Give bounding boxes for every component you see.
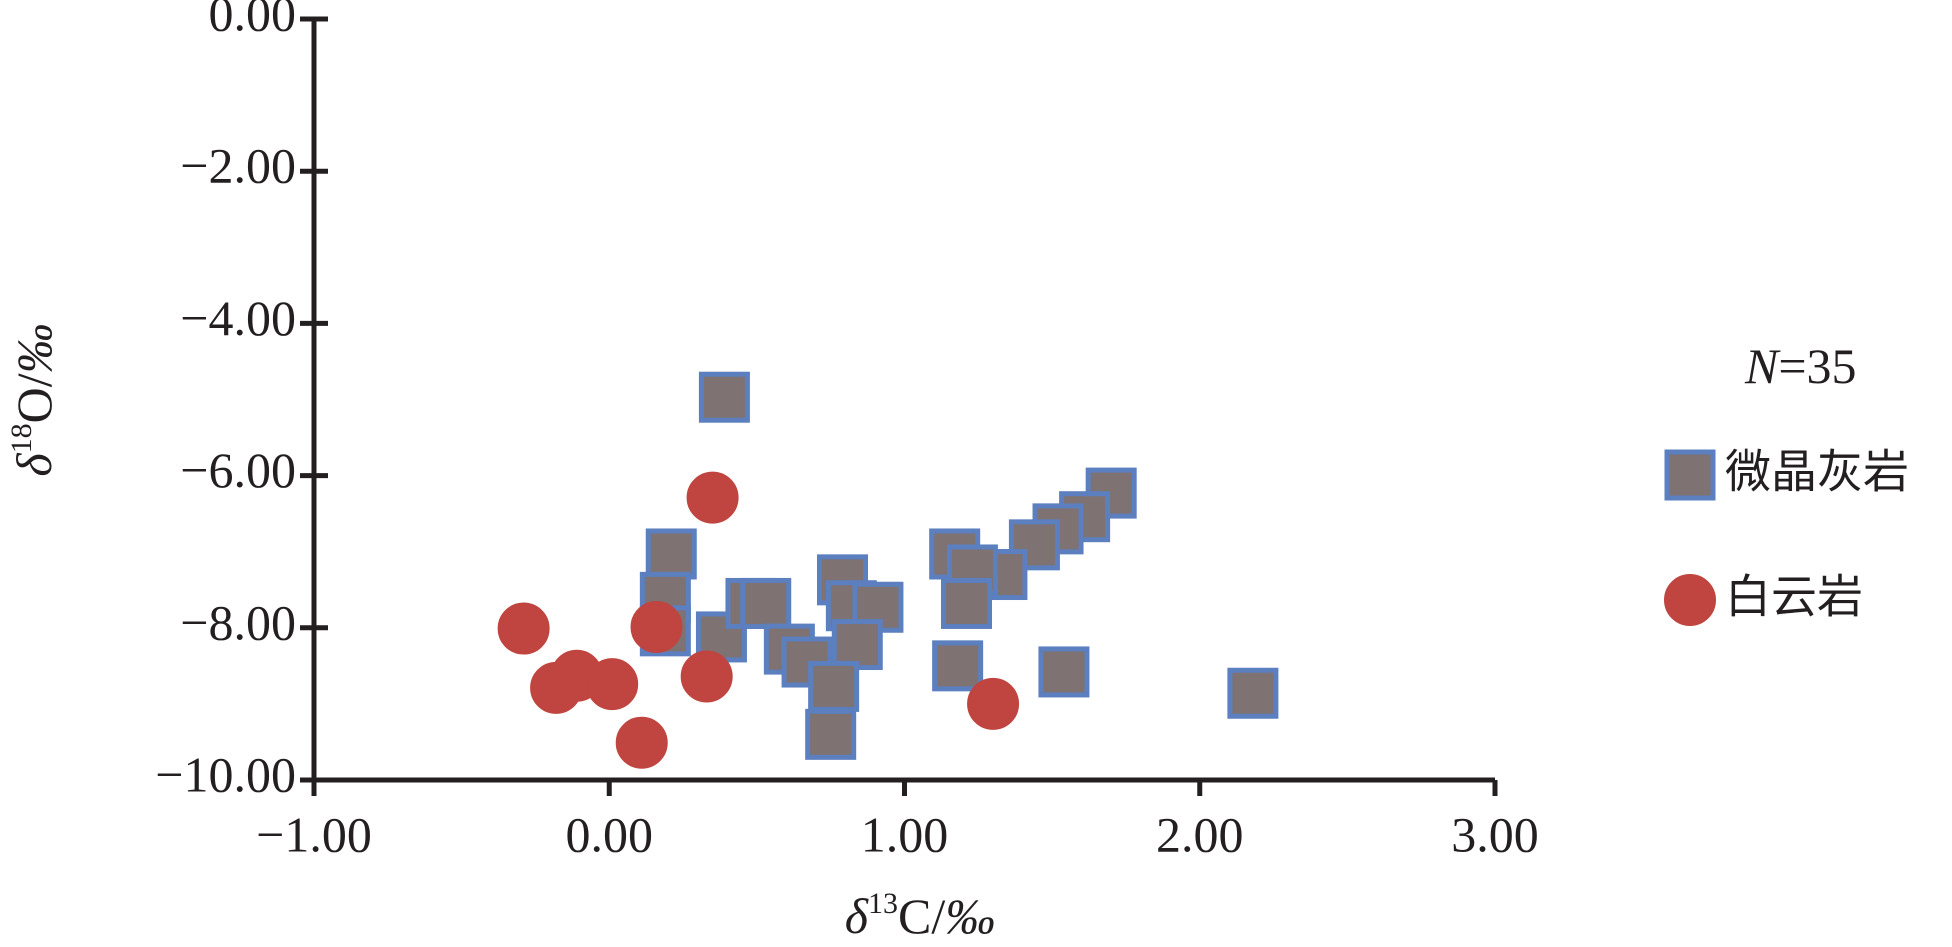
legend-marker	[1664, 449, 1716, 501]
y-tick-label: 0.00	[209, 0, 297, 41]
x-tick-label: 3.00	[1451, 806, 1539, 862]
point	[1038, 646, 1090, 698]
point	[615, 716, 668, 769]
x-tick-label: 0.00	[566, 806, 654, 862]
y-tick-label: −6.00	[180, 442, 296, 498]
legend-label: 白云岩	[1725, 570, 1863, 624]
point	[805, 708, 857, 760]
point	[808, 660, 860, 712]
point	[586, 658, 639, 711]
point	[941, 577, 993, 629]
point	[831, 619, 883, 671]
legend-label: 微晶灰岩	[1725, 445, 1909, 499]
point	[497, 602, 550, 655]
point	[967, 677, 1020, 730]
y-tick-label: −10.00	[155, 746, 296, 802]
point	[645, 528, 697, 580]
point	[630, 601, 683, 654]
point	[530, 661, 583, 714]
x-tick-label: −1.00	[256, 806, 372, 862]
point	[932, 640, 984, 692]
x-axis-label: δ13C/‰	[845, 887, 996, 945]
y-tick-label: −2.00	[180, 138, 296, 194]
annotation: N=35	[1744, 338, 1857, 394]
y-tick-label: −8.00	[180, 594, 296, 650]
point	[1227, 667, 1279, 719]
point	[698, 371, 750, 423]
point	[740, 577, 792, 629]
y-axis-label: δ18O/‰	[5, 323, 63, 476]
point	[680, 650, 733, 703]
legend-marker	[1664, 574, 1716, 626]
point	[686, 471, 739, 524]
y-tick-label: −4.00	[180, 290, 296, 346]
x-tick-label: 1.00	[861, 806, 949, 862]
x-tick-label: 2.00	[1156, 806, 1244, 862]
